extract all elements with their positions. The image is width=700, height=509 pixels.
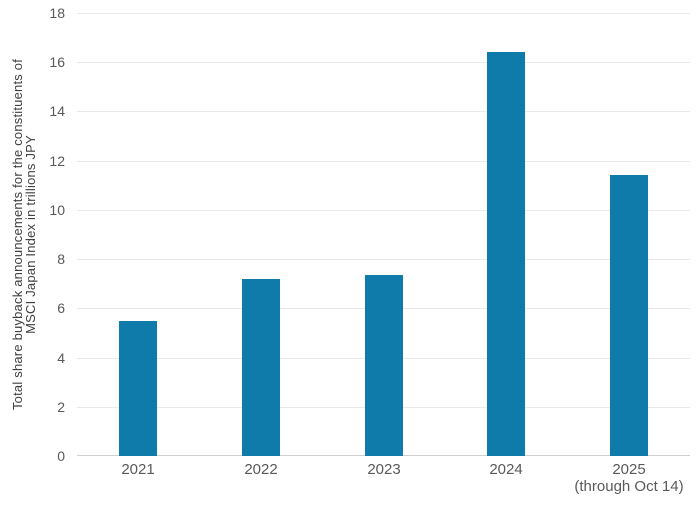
x-tick-label-2022: 2022 (186, 461, 336, 478)
x-tick-year: 2021 (121, 461, 155, 478)
x-tick-label-2025: 2025 (through Oct 14) (554, 461, 700, 495)
gridline-16 (77, 62, 690, 63)
x-tick-year: 2022 (244, 461, 278, 478)
bar-2023 (365, 275, 403, 456)
y-tick-label-2: 2 (57, 399, 65, 415)
x-tick-year: 2025 (612, 461, 646, 478)
x-axis: 2021 2022 2023 2024 2025 (through Oct 14) (77, 461, 690, 505)
y-tick-label-14: 14 (49, 103, 65, 119)
y-tick-label-18: 18 (49, 5, 65, 21)
y-tick-label-0: 0 (57, 448, 65, 464)
gridline-10 (77, 210, 690, 211)
gridline-14 (77, 111, 690, 112)
x-tick-sublabel: (through Oct 14) (574, 478, 684, 495)
y-tick-label-12: 12 (49, 153, 65, 169)
x-tick-year: 2024 (489, 461, 523, 478)
bar-2024 (487, 52, 525, 456)
y-tick-label-8: 8 (57, 251, 65, 267)
x-tick-label-2023: 2023 (309, 461, 459, 478)
bar-2025 (610, 175, 648, 456)
gridline-18 (77, 13, 690, 14)
y-tick-label-16: 16 (49, 54, 65, 70)
y-tick-label-4: 4 (57, 350, 65, 366)
x-tick-year: 2023 (367, 461, 401, 478)
bar-2022 (242, 279, 280, 456)
gridline-12 (77, 161, 690, 162)
bar-2021 (119, 321, 157, 456)
y-tick-label-6: 6 (57, 300, 65, 316)
y-tick-label-10: 10 (49, 202, 65, 218)
plot-area (77, 13, 690, 456)
gridline-8 (77, 259, 690, 260)
y-axis: 0 2 4 6 8 10 12 14 16 18 (0, 0, 70, 509)
x-tick-label-2024: 2024 (431, 461, 581, 478)
x-tick-label-2021: 2021 (63, 461, 213, 478)
